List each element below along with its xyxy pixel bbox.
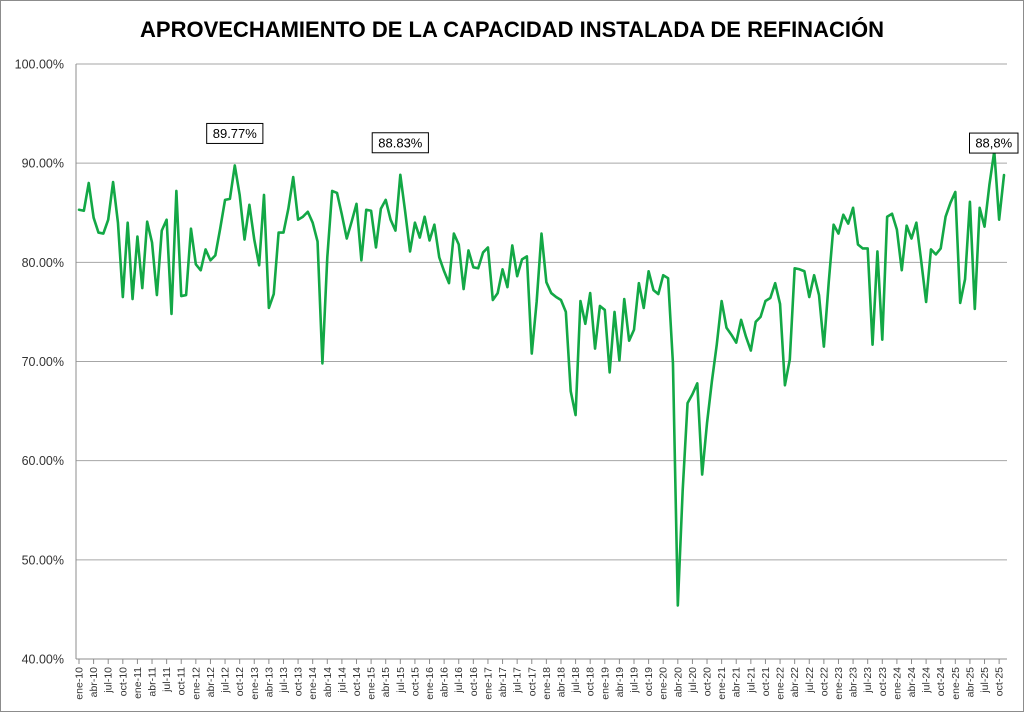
y-tick-label: 90.00% xyxy=(22,157,64,171)
x-tick-label: jul-25 xyxy=(979,667,991,694)
x-tick-label: oct-18 xyxy=(585,667,597,696)
x-tick-label: abr-18 xyxy=(555,667,567,698)
x-tick-label: oct-15 xyxy=(409,667,421,696)
x-tick-label: ene-14 xyxy=(307,667,319,700)
x-tick-label: abr-11 xyxy=(147,667,159,697)
x-tick-label: jul-20 xyxy=(687,667,699,694)
x-tick-label: jul-12 xyxy=(220,667,232,694)
y-tick-label: 60.00% xyxy=(22,454,64,468)
y-tick-label: 70.00% xyxy=(22,355,64,369)
x-tick-label: jul-16 xyxy=(453,667,465,694)
x-tick-label: jul-17 xyxy=(512,667,524,694)
data-label-callout: 88,8% xyxy=(969,132,1019,154)
x-tick-label: jul-23 xyxy=(862,667,874,694)
x-tick-label: ene-10 xyxy=(74,667,86,700)
x-tick-label: jul-21 xyxy=(745,667,757,694)
data-label-box xyxy=(371,132,429,154)
x-tick-label: ene-15 xyxy=(366,667,378,700)
x-tick-label: oct-12 xyxy=(234,667,246,696)
x-tick-label: oct-24 xyxy=(935,667,947,696)
x-tick-label: abr-19 xyxy=(614,667,626,698)
x-tick-label: ene-21 xyxy=(716,667,728,700)
x-tick-label: abr-12 xyxy=(205,667,217,698)
x-tick-label: abr-10 xyxy=(88,667,100,698)
x-tick-label: ene-24 xyxy=(891,667,903,700)
x-tick-label: ene-11 xyxy=(132,667,144,699)
x-tick-label: abr-21 xyxy=(731,667,743,698)
x-tick-label: ene-20 xyxy=(658,667,670,700)
x-tick-label: oct-16 xyxy=(468,667,480,696)
series-line-aprovechamiento xyxy=(77,149,1006,607)
x-tick-label: ene-18 xyxy=(541,667,553,700)
x-tick-label: oct-11 xyxy=(176,667,188,696)
x-tick-label: jul-18 xyxy=(570,667,582,694)
x-tick-label: oct-10 xyxy=(117,667,129,696)
x-tick-label: abr-23 xyxy=(848,667,860,698)
x-tick-label: jul-11 xyxy=(161,667,173,693)
data-label-callout: 88.83% xyxy=(371,132,429,154)
x-tick-label: abr-15 xyxy=(380,667,392,698)
y-tick-label: 100.00% xyxy=(15,58,64,72)
x-tick-label: oct-21 xyxy=(760,667,772,696)
y-tick-label: 50.00% xyxy=(22,553,64,567)
x-tick-label: ene-22 xyxy=(775,667,787,700)
x-tick-label: ene-16 xyxy=(424,667,436,700)
data-label-callout: 89.77% xyxy=(206,122,264,144)
x-tick-label: oct-17 xyxy=(526,667,538,696)
x-tick-label: oct-14 xyxy=(351,667,363,696)
chart-title: APROVECHAMIENTO DE LA CAPACIDAD INSTALAD… xyxy=(140,17,884,42)
data-label: 88.83% xyxy=(378,135,423,150)
x-tick-label: jul-14 xyxy=(336,667,348,694)
x-tick-label: ene-25 xyxy=(950,667,962,700)
x-tick-label: oct-23 xyxy=(877,667,889,696)
data-label-box xyxy=(969,132,1019,154)
x-tick-label: oct-22 xyxy=(818,667,830,696)
x-tick-label: jul-19 xyxy=(629,667,641,694)
x-tick-label: ene-17 xyxy=(482,667,494,700)
x-tick-label: jul-24 xyxy=(921,667,933,694)
x-tick-label: ene-19 xyxy=(599,667,611,700)
x-tick-label: abr-13 xyxy=(263,667,275,698)
data-label: 89.77% xyxy=(213,126,258,141)
data-label: 88,8% xyxy=(975,136,1012,151)
y-tick-label: 80.00% xyxy=(22,256,64,270)
y-tick-label: 40.00% xyxy=(22,653,64,667)
x-tick-label: jul-10 xyxy=(103,667,115,694)
x-tick-label: abr-25 xyxy=(964,667,976,698)
x-tick-label: jul-22 xyxy=(804,667,816,694)
data-label-box xyxy=(206,122,264,144)
x-tick-label: abr-20 xyxy=(672,667,684,698)
x-tick-label: ene-13 xyxy=(249,667,261,700)
x-tick-label: abr-22 xyxy=(789,667,801,698)
x-tick-label: jul-15 xyxy=(395,667,407,694)
x-tick-label: ene-23 xyxy=(833,667,845,700)
x-tick-label: oct-19 xyxy=(643,667,655,696)
x-tick-label: abr-14 xyxy=(322,667,334,698)
x-tick-label: abr-17 xyxy=(497,667,509,698)
x-tick-label: oct-25 xyxy=(994,667,1006,696)
x-tick-label: ene-12 xyxy=(190,667,202,700)
x-tick-label: oct-13 xyxy=(293,667,305,696)
x-tick-label: jul-13 xyxy=(278,667,290,694)
x-tick-label: abr-24 xyxy=(906,667,918,698)
x-tick-label: oct-20 xyxy=(702,667,714,696)
x-tick-label: abr-16 xyxy=(439,667,451,698)
